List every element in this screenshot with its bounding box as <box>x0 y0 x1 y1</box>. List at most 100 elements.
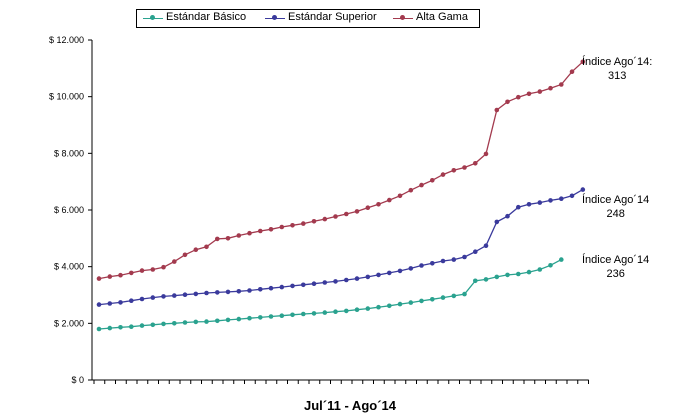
data-point <box>193 247 199 252</box>
data-point <box>322 216 328 222</box>
annotation-alta-gama-value: 313 <box>607 70 627 82</box>
data-point <box>225 236 231 241</box>
data-point <box>505 213 510 219</box>
data-point <box>258 315 263 320</box>
data-point <box>559 196 564 201</box>
data-point <box>150 267 156 272</box>
data-point <box>440 258 446 264</box>
data-point <box>204 290 209 296</box>
data-point <box>118 325 123 330</box>
data-point <box>247 230 252 236</box>
annotation-alta-gama: Índice Ago´14: 313 <box>582 55 652 83</box>
data-point <box>494 274 500 280</box>
data-point <box>118 300 123 305</box>
data-point <box>150 295 156 300</box>
data-point <box>451 293 457 299</box>
data-point <box>559 82 564 87</box>
data-point <box>139 296 145 302</box>
data-point <box>215 236 220 242</box>
data-point <box>215 318 220 324</box>
data-point <box>107 301 113 306</box>
data-point <box>311 281 317 287</box>
y-tick-label: $ 10.000 <box>49 92 84 102</box>
data-point <box>322 310 328 315</box>
y-tick-label: $ 0 <box>71 375 84 385</box>
data-point <box>301 311 306 317</box>
data-point <box>505 99 510 105</box>
data-point <box>408 266 414 271</box>
data-point <box>301 282 306 288</box>
data-point <box>193 319 199 325</box>
series-line <box>98 189 584 306</box>
data-point <box>268 314 274 319</box>
data-point <box>215 290 220 295</box>
data-point <box>204 244 209 250</box>
data-point <box>182 252 188 258</box>
data-point <box>182 320 188 325</box>
data-point <box>397 301 403 307</box>
data-point <box>430 297 435 302</box>
data-point <box>236 289 242 294</box>
data-point <box>344 308 349 314</box>
data-point <box>376 202 381 207</box>
data-point <box>569 69 575 74</box>
data-point <box>397 268 403 274</box>
data-point <box>462 254 467 260</box>
data-point <box>559 257 564 262</box>
data-point <box>129 324 134 330</box>
y-tick-label: $ 4.000 <box>54 262 84 272</box>
data-point <box>344 211 349 217</box>
data-point <box>150 322 156 328</box>
data-point <box>290 283 295 289</box>
data-point <box>322 280 328 285</box>
y-tick-label: $ 2.000 <box>54 318 84 328</box>
data-point <box>161 264 166 270</box>
legend-label-basico: Estándar Básico <box>166 11 247 23</box>
data-point <box>419 263 424 268</box>
data-point <box>473 249 478 254</box>
data-point <box>580 187 586 192</box>
data-point <box>505 272 510 278</box>
data-point <box>161 294 166 299</box>
data-point <box>236 316 242 322</box>
annotation-basico-title: Índice Ago´14 <box>582 254 650 266</box>
data-point <box>311 219 317 224</box>
data-point <box>387 197 392 203</box>
data-point <box>172 293 177 298</box>
data-point <box>204 319 209 324</box>
data-point <box>96 276 102 281</box>
data-point <box>172 259 177 264</box>
data-point <box>139 268 145 273</box>
data-point <box>118 272 123 278</box>
data-point <box>311 311 317 316</box>
annotation-superior-title: Índice Ago´14 <box>582 194 650 206</box>
annotation-alta-gama-title: Índice Ago´14: <box>582 56 653 68</box>
data-point <box>526 91 532 97</box>
series-2 <box>96 59 586 281</box>
data-point <box>483 151 489 157</box>
data-point <box>333 309 338 315</box>
data-point <box>247 288 252 293</box>
data-point <box>537 267 543 272</box>
data-point <box>408 300 414 305</box>
legend-marker-basico <box>150 15 155 20</box>
data-point <box>279 224 285 230</box>
y-tick-label: $ 12.000 <box>49 35 84 45</box>
y-tick-label: $ 6.000 <box>54 205 84 215</box>
series-1 <box>96 187 586 307</box>
data-point <box>473 278 478 284</box>
legend-label-superior: Estándar Superior <box>288 11 377 23</box>
data-point <box>397 193 403 199</box>
data-point <box>430 261 435 266</box>
data-point <box>494 107 500 113</box>
data-point <box>172 321 177 326</box>
annotation-basico-value: 236 <box>606 268 625 280</box>
data-point <box>419 298 424 304</box>
data-point <box>129 298 134 304</box>
legend-marker-alta <box>400 15 405 20</box>
data-point <box>451 257 457 262</box>
y-axis: $ 0 $ 2.000 $ 4.000 $ 6.000 $ 8.000 $ 10.000 $… <box>49 35 93 385</box>
data-point <box>225 317 231 323</box>
data-point <box>279 284 285 290</box>
